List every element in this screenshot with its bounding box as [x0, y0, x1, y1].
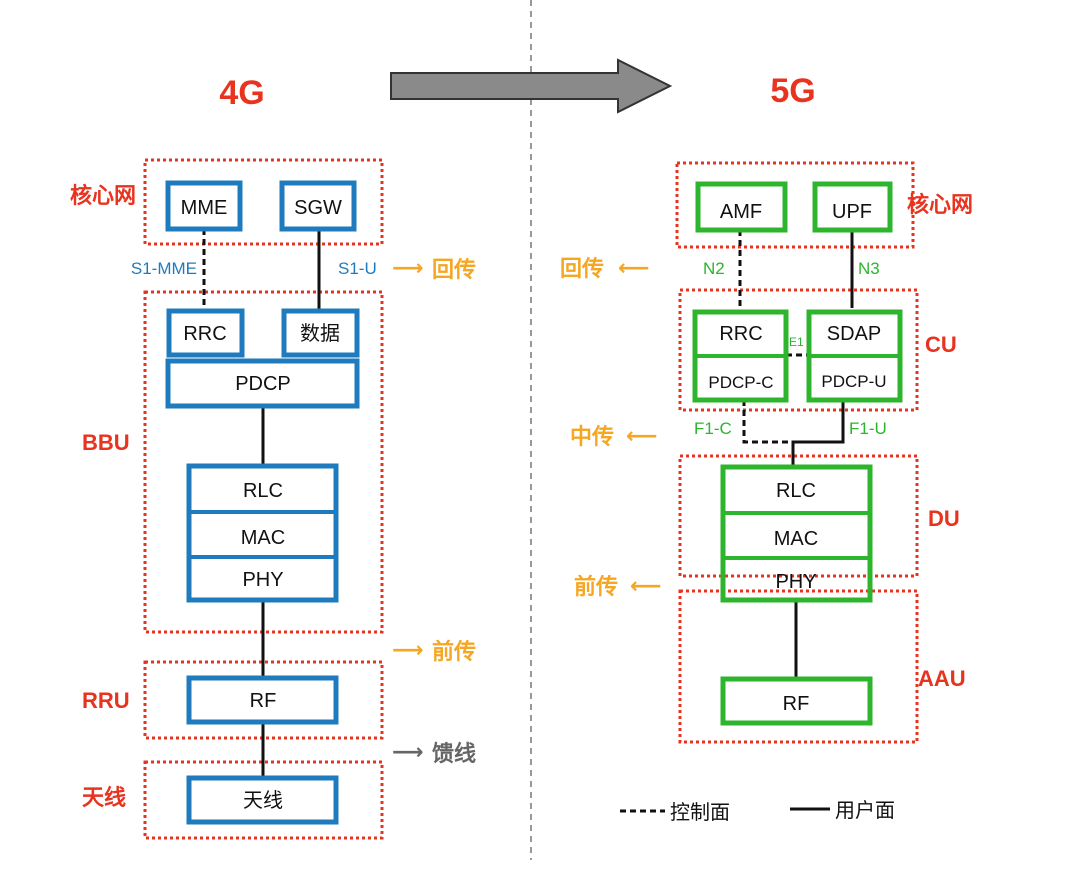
5g-rf-label: RF	[783, 693, 810, 715]
legend-user-plane: 用户面	[835, 799, 895, 822]
n2-label: N2	[703, 259, 725, 278]
amf-label: AMF	[720, 201, 762, 223]
data-box	[281, 308, 360, 358]
right-arrow-icon: ⟶	[392, 739, 424, 764]
5g-l2-stack-box	[720, 464, 873, 603]
4g-rf-box	[186, 675, 339, 725]
f1-u-label: F1-U	[849, 419, 887, 438]
evolution-arrow-icon	[390, 58, 673, 114]
antenna-box-label: 天线	[243, 789, 283, 812]
mme-label: MME	[181, 197, 228, 219]
du-label: DU	[928, 506, 960, 531]
5g-rlc-label: RLC	[776, 480, 816, 502]
5g-rf-box	[720, 676, 873, 726]
antenna-box	[186, 775, 339, 825]
4g-rlc-label: RLC	[243, 480, 283, 502]
left-arrow-icon: ⟵	[618, 255, 650, 280]
4g-antenna-label: 天线	[82, 785, 126, 810]
4g-bbu-group	[143, 290, 384, 634]
e1-label: E1	[789, 335, 804, 349]
4g-antenna-group	[143, 760, 384, 840]
upf-label: UPF	[832, 201, 872, 223]
s1-u-label: S1-U	[338, 259, 377, 278]
title-4g: 4G	[219, 74, 264, 112]
legend-control-plane: 控制面	[670, 801, 730, 824]
upf-box	[812, 181, 893, 233]
4g-backhaul-label: 回传	[432, 257, 476, 282]
data-label: 数据	[300, 322, 340, 345]
4g-fronthaul-label: 前传	[432, 639, 476, 664]
n3-label: N3	[858, 259, 880, 278]
5g-backhaul-label: 回传	[560, 256, 604, 281]
bbu-label: BBU	[82, 430, 130, 455]
pdcp-u-label: PDCP-U	[821, 372, 886, 391]
4g-core-label: 核心网	[70, 183, 136, 208]
right-arrow-icon: ⟶	[392, 255, 424, 280]
4g-rrc-label: RRC	[183, 323, 226, 345]
4g-rf-label: RF	[250, 690, 277, 712]
4g-phy-label: PHY	[242, 569, 283, 591]
5g-rrc-label: RRC	[719, 323, 762, 345]
feeder-label: 馈线	[432, 741, 476, 766]
pdcp-c-label: PDCP-C	[708, 373, 773, 392]
pdcp-label: PDCP	[235, 373, 291, 395]
cu-label: CU	[925, 332, 957, 357]
aau-label: AAU	[918, 666, 966, 691]
5g-core-group	[675, 161, 915, 249]
left-arrow-icon: ⟵	[626, 423, 658, 448]
mme-box	[165, 180, 243, 232]
f1-c-link	[742, 400, 793, 444]
cu-group	[678, 288, 919, 412]
5g-core-label: 核心网	[907, 192, 973, 217]
right-arrow-icon: ⟶	[392, 637, 424, 662]
4g-l2-stack-box	[186, 463, 339, 603]
rru-label: RRU	[82, 688, 130, 713]
s1-mme-label: S1-MME	[131, 259, 197, 278]
5g-phy-label: PHY	[775, 571, 816, 593]
4g-core-group	[143, 158, 384, 246]
du-group	[678, 454, 919, 578]
sgw-box	[279, 180, 357, 232]
4g-mac-label: MAC	[241, 527, 285, 549]
f1-c-label: F1-C	[694, 419, 732, 438]
midhaul-label: 中传	[570, 424, 614, 449]
aau-group	[678, 589, 919, 744]
sdap-label: SDAP	[827, 323, 881, 345]
f1-u-link	[791, 400, 845, 466]
4g-rrc-box	[166, 308, 245, 358]
title-5g: 5G	[770, 72, 815, 110]
4g-rru-group	[143, 660, 384, 740]
amf-box	[695, 181, 788, 233]
5g-fronthaul-label: 前传	[574, 574, 618, 599]
left-arrow-icon: ⟵	[630, 573, 662, 598]
5g-mac-label: MAC	[774, 528, 818, 550]
sgw-label: SGW	[294, 197, 342, 219]
pdcp-box	[165, 358, 360, 409]
